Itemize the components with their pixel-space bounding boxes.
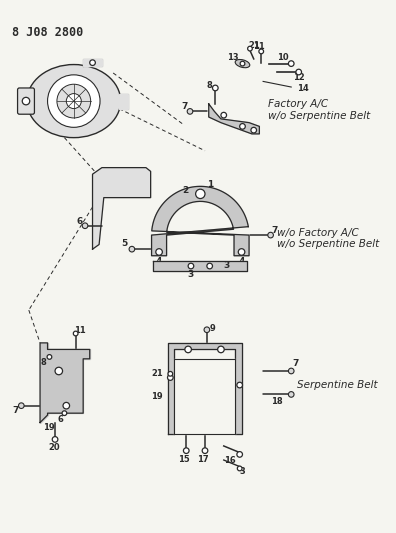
Circle shape bbox=[288, 61, 294, 67]
Text: 9: 9 bbox=[209, 324, 215, 333]
Circle shape bbox=[218, 346, 224, 353]
Polygon shape bbox=[83, 59, 102, 67]
Text: 3: 3 bbox=[223, 261, 230, 270]
Circle shape bbox=[73, 331, 78, 336]
Circle shape bbox=[62, 411, 67, 416]
Text: 4: 4 bbox=[238, 257, 245, 266]
Text: 3: 3 bbox=[188, 270, 194, 279]
Circle shape bbox=[90, 60, 95, 66]
Circle shape bbox=[183, 448, 189, 454]
Circle shape bbox=[57, 84, 91, 118]
Text: 6: 6 bbox=[76, 216, 82, 225]
Circle shape bbox=[240, 124, 245, 129]
Polygon shape bbox=[119, 94, 128, 109]
Circle shape bbox=[248, 46, 252, 51]
Text: 10: 10 bbox=[277, 53, 289, 62]
Circle shape bbox=[22, 98, 30, 105]
Circle shape bbox=[251, 127, 257, 133]
Text: 11: 11 bbox=[253, 42, 265, 51]
Polygon shape bbox=[40, 343, 90, 423]
Circle shape bbox=[259, 49, 264, 54]
Circle shape bbox=[55, 367, 63, 375]
Text: 8: 8 bbox=[41, 358, 47, 367]
Text: 11: 11 bbox=[74, 326, 85, 335]
Circle shape bbox=[52, 437, 58, 442]
Polygon shape bbox=[154, 261, 247, 271]
Text: 7: 7 bbox=[271, 226, 278, 235]
Text: 4: 4 bbox=[156, 257, 162, 266]
Text: 14: 14 bbox=[297, 84, 308, 93]
Text: 17: 17 bbox=[197, 455, 209, 464]
Circle shape bbox=[156, 249, 162, 255]
Circle shape bbox=[237, 466, 242, 471]
Circle shape bbox=[66, 94, 81, 109]
Circle shape bbox=[237, 451, 242, 457]
Text: 8 J08 2800: 8 J08 2800 bbox=[12, 26, 83, 39]
Polygon shape bbox=[93, 167, 150, 249]
Text: 1: 1 bbox=[207, 180, 213, 189]
Circle shape bbox=[48, 75, 100, 127]
Circle shape bbox=[63, 402, 70, 409]
Circle shape bbox=[82, 223, 88, 229]
Circle shape bbox=[187, 109, 193, 114]
Text: 6: 6 bbox=[58, 415, 64, 424]
Polygon shape bbox=[209, 104, 259, 134]
Circle shape bbox=[288, 368, 294, 374]
Circle shape bbox=[237, 382, 242, 388]
Circle shape bbox=[296, 69, 301, 75]
Circle shape bbox=[207, 263, 213, 269]
Text: 21: 21 bbox=[249, 41, 261, 50]
Text: 19: 19 bbox=[43, 423, 55, 432]
Circle shape bbox=[240, 61, 245, 66]
Circle shape bbox=[129, 246, 135, 252]
FancyBboxPatch shape bbox=[17, 88, 34, 114]
Circle shape bbox=[168, 372, 173, 376]
Text: 18: 18 bbox=[271, 398, 283, 407]
Text: 2: 2 bbox=[182, 185, 188, 195]
Circle shape bbox=[221, 112, 227, 118]
Circle shape bbox=[19, 403, 24, 408]
Text: 12: 12 bbox=[293, 73, 305, 82]
Circle shape bbox=[188, 263, 194, 269]
Polygon shape bbox=[152, 187, 249, 256]
Text: 7: 7 bbox=[181, 102, 188, 111]
Circle shape bbox=[204, 327, 210, 333]
Text: 7: 7 bbox=[13, 406, 19, 415]
Circle shape bbox=[168, 375, 173, 381]
Text: 8: 8 bbox=[207, 80, 213, 90]
Text: 16: 16 bbox=[225, 456, 236, 465]
Circle shape bbox=[202, 448, 208, 454]
Ellipse shape bbox=[27, 64, 121, 138]
Circle shape bbox=[268, 232, 273, 238]
Circle shape bbox=[196, 189, 205, 199]
Text: 7: 7 bbox=[293, 359, 299, 368]
Text: Factory A/C
w/o Serpentine Belt: Factory A/C w/o Serpentine Belt bbox=[268, 99, 370, 121]
Circle shape bbox=[238, 249, 245, 255]
Text: 19: 19 bbox=[151, 392, 163, 401]
Text: 3: 3 bbox=[240, 467, 246, 476]
Text: Serpentine Belt: Serpentine Belt bbox=[297, 380, 377, 390]
Circle shape bbox=[185, 346, 191, 353]
Text: 5: 5 bbox=[121, 239, 128, 248]
Text: w/o Factory A/C
w/o Serpentine Belt: w/o Factory A/C w/o Serpentine Belt bbox=[277, 228, 379, 249]
Circle shape bbox=[288, 392, 294, 397]
Polygon shape bbox=[174, 359, 235, 434]
Text: 15: 15 bbox=[179, 455, 190, 464]
Circle shape bbox=[213, 85, 218, 91]
Text: 13: 13 bbox=[227, 53, 239, 62]
Text: 20: 20 bbox=[48, 443, 60, 453]
Polygon shape bbox=[168, 343, 242, 434]
Text: 21: 21 bbox=[151, 369, 163, 378]
Ellipse shape bbox=[235, 60, 250, 68]
Circle shape bbox=[47, 354, 52, 359]
